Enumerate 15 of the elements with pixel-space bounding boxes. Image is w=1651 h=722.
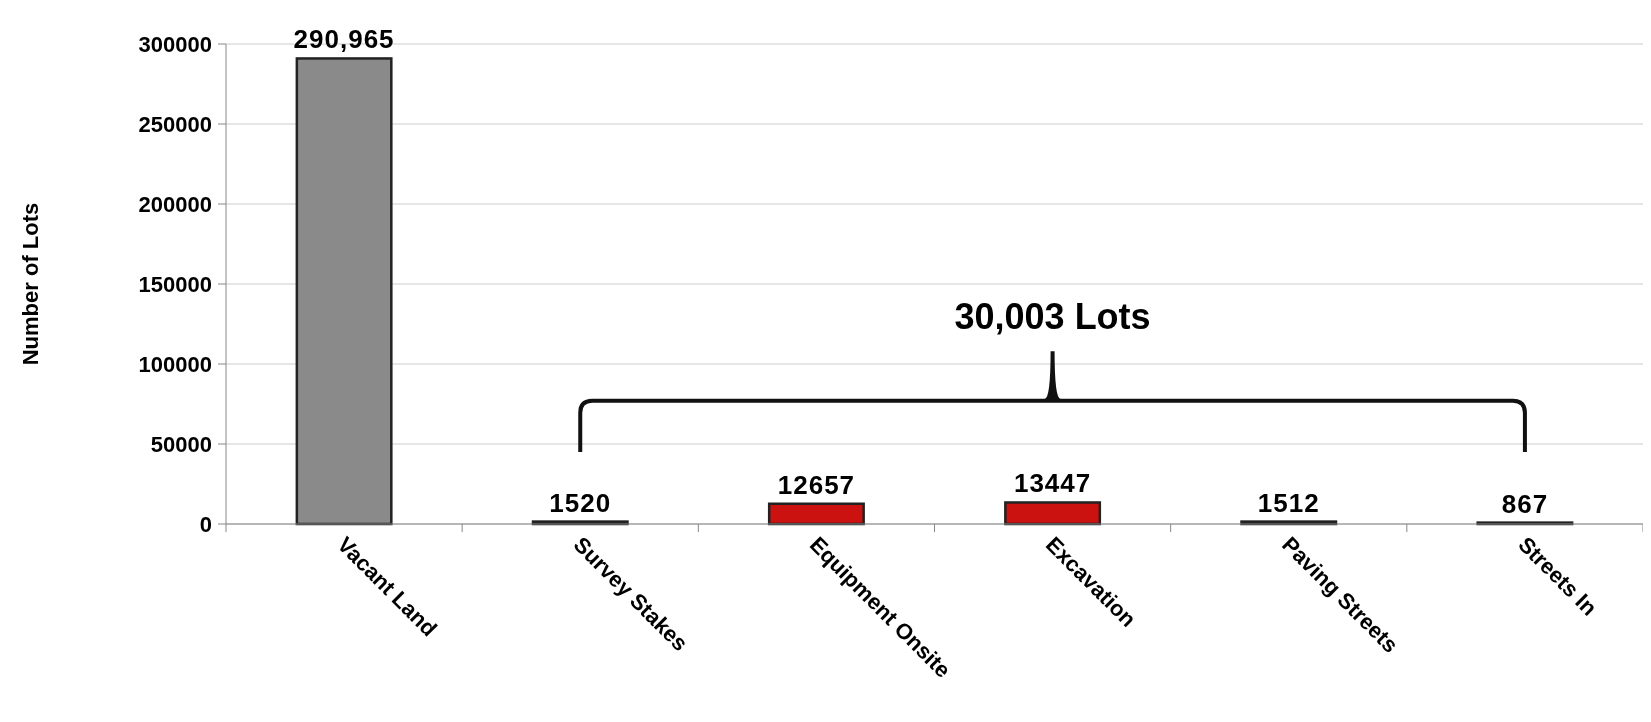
- data-label: 290,965: [293, 24, 395, 55]
- y-tick-label: 250000: [138, 111, 212, 137]
- y-tick-label: 300000: [138, 31, 212, 57]
- data-label: 13447: [1013, 468, 1092, 499]
- y-tick-label: 150000: [138, 271, 212, 297]
- y-tick-label: 50000: [150, 431, 212, 457]
- annotation: 30,003 Lots: [954, 296, 1151, 338]
- data-label: 1520: [549, 487, 612, 518]
- data-label: 867: [1501, 488, 1549, 519]
- y-tick-label: 100000: [138, 351, 212, 377]
- y-axis-title: Number of Lots: [18, 202, 43, 366]
- data-label: 12657: [777, 469, 856, 500]
- y-tick-label: 200000: [138, 191, 212, 217]
- data-label: 1512: [1257, 487, 1320, 518]
- y-tick-label: 0: [199, 511, 212, 537]
